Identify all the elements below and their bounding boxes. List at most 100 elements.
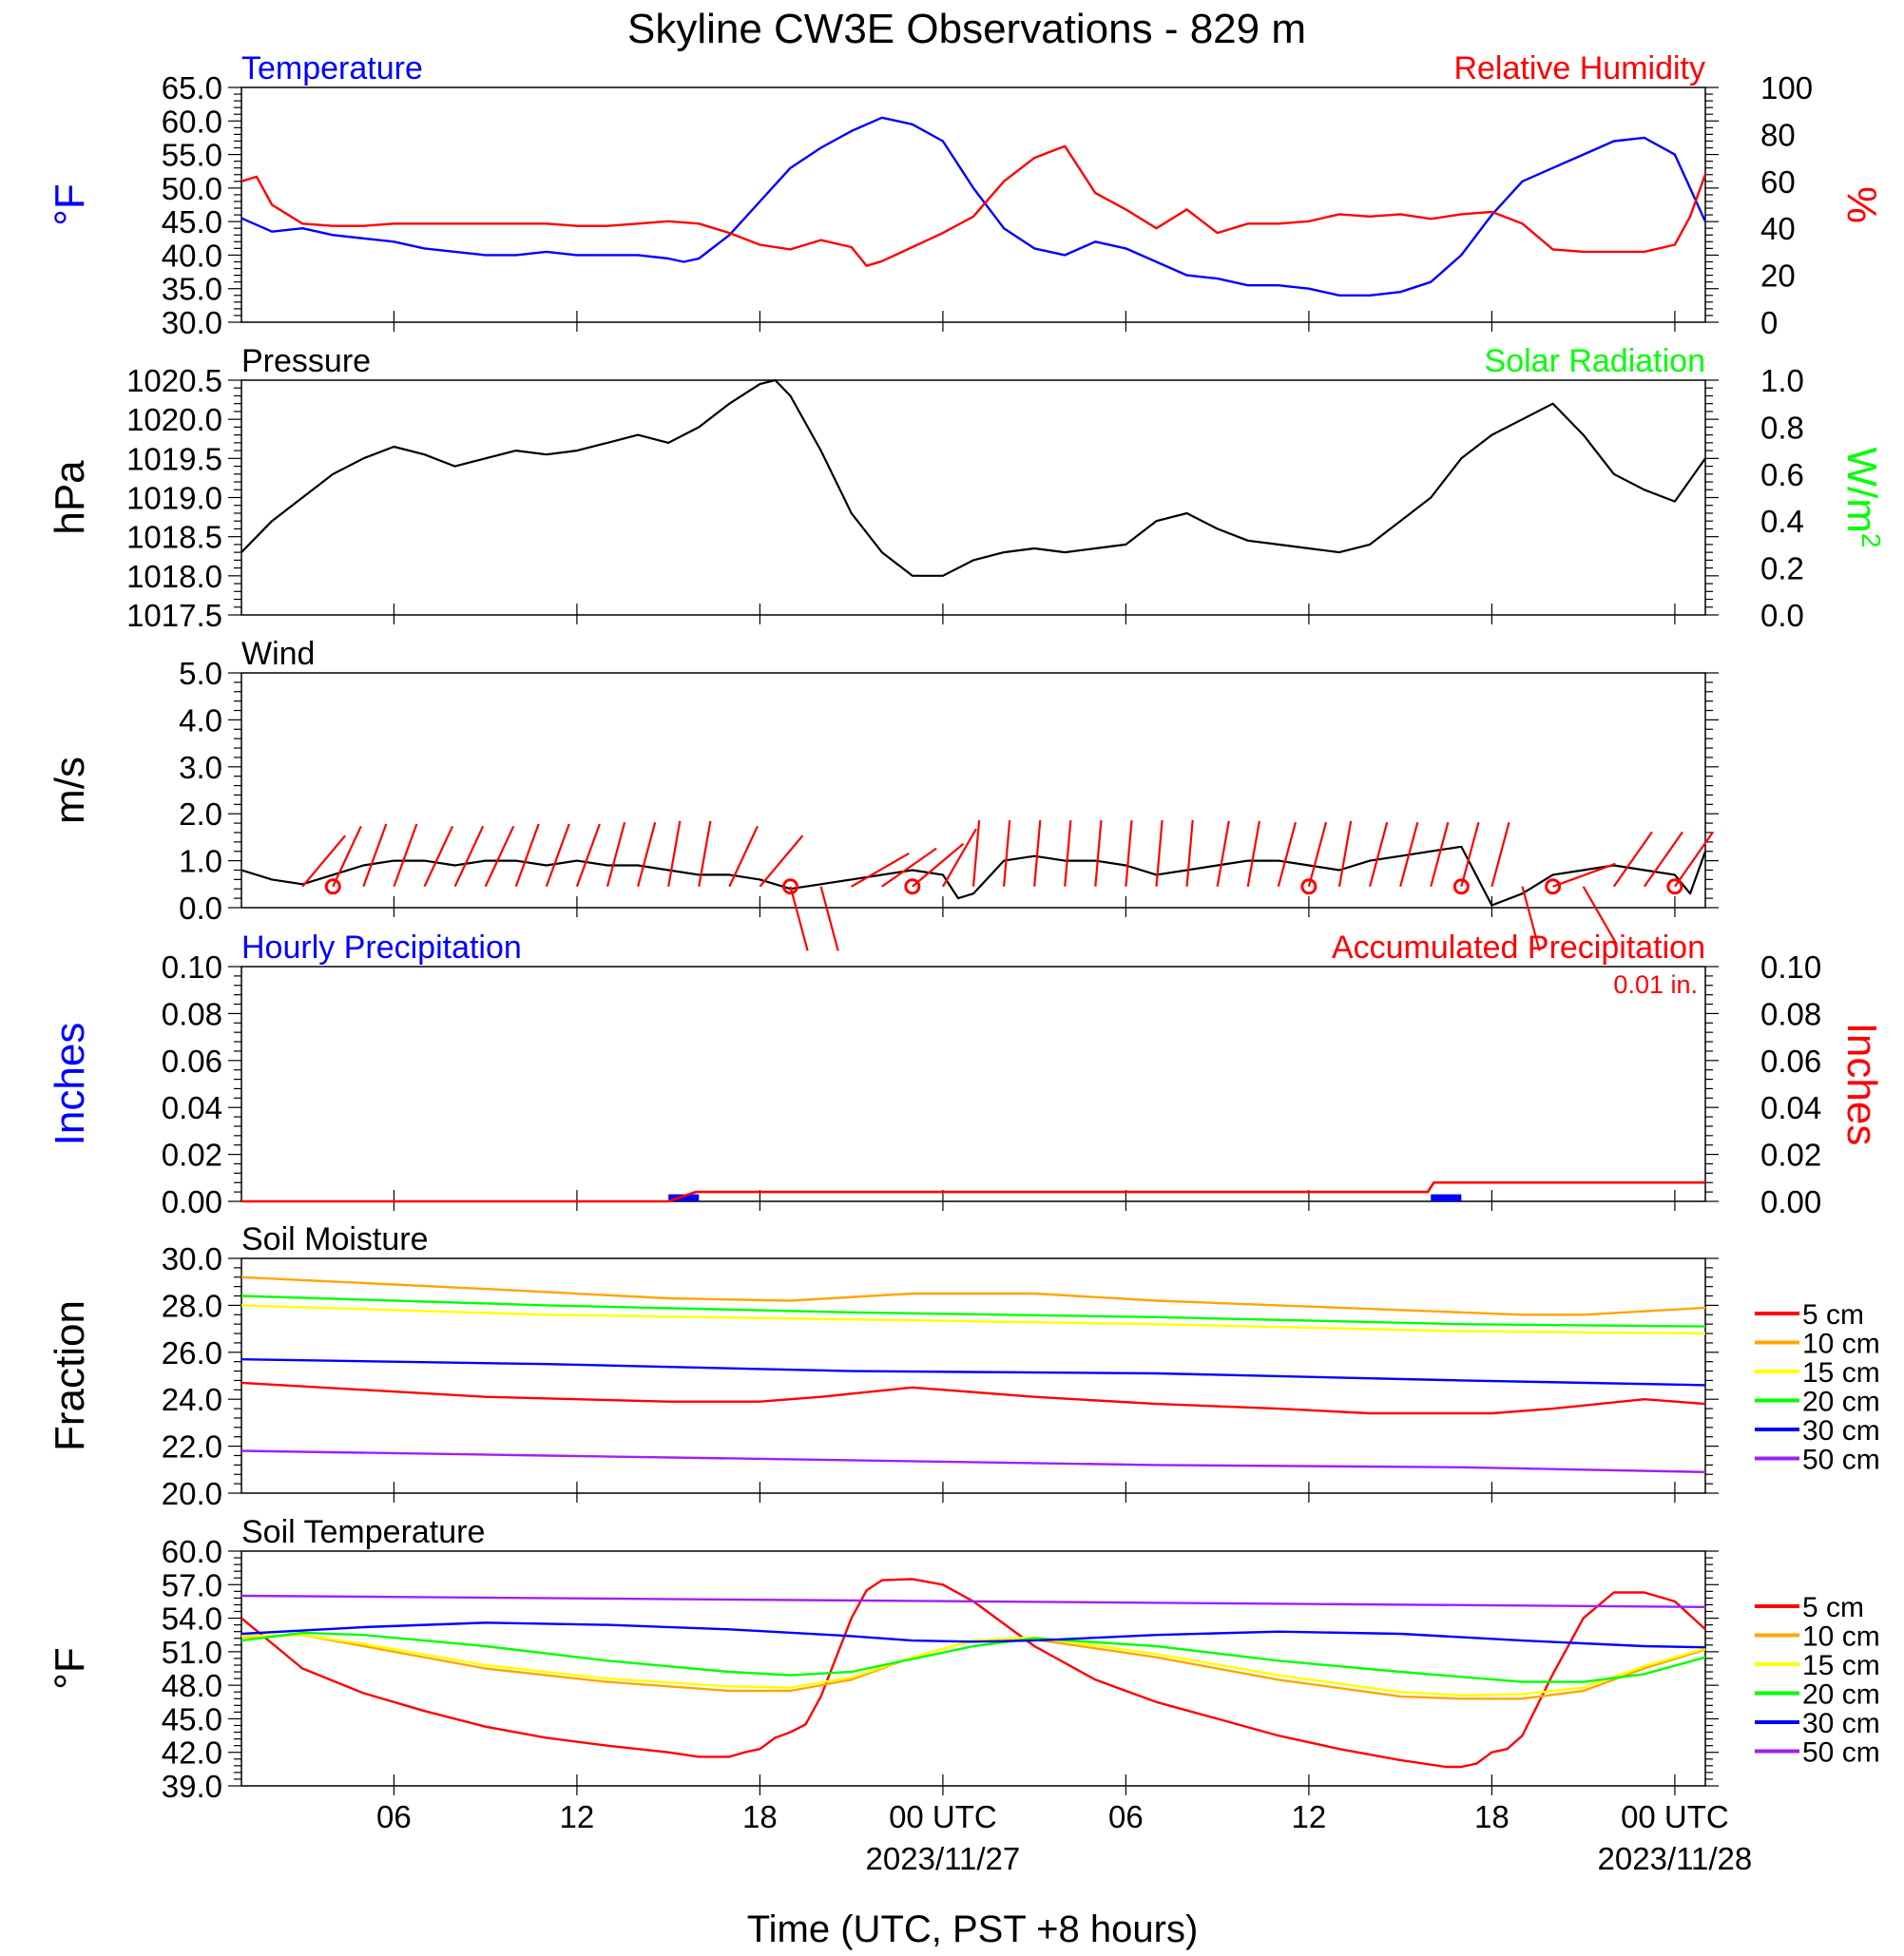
y-tick-label-left: 55.0 [162,138,222,173]
panel-title-right: Relative Humidity [1453,50,1705,86]
series-pressure-0-line [240,378,1706,577]
y-tick-label-right: 0.8 [1760,410,1804,445]
y-tick-label-right: 0.6 [1760,457,1804,492]
legend-label: 20 cm [1802,1679,1880,1711]
y-tick-label-right: 0.02 [1760,1138,1821,1173]
y-tick-label-right: 1.0 [1760,363,1804,398]
y-tick-label-left: 24.0 [162,1382,222,1417]
wind-barb [1185,819,1194,887]
x-date-label: 2023/11/28 [1598,1841,1753,1876]
wind-barb [1033,819,1042,887]
wind-barb [301,834,347,888]
y-tick-label-right: 0.06 [1760,1044,1821,1079]
series-5-cm-line [240,1578,1706,1769]
legend-label: 50 cm [1802,1445,1880,1476]
wind-barb [667,820,682,887]
y-tick-label-left: 1018.0 [126,559,222,594]
wind-barb [851,852,910,888]
y-tick-label-left: 48.0 [162,1668,222,1703]
wind-barb [759,834,804,888]
legend-label: 15 cm [1802,1357,1880,1389]
y-tick-label-right: 40 [1760,211,1796,246]
y-tick-label-left: 45.0 [162,204,222,240]
x-tick-label: 00 UTC [889,1799,997,1834]
legend-label: 10 cm [1802,1621,1880,1653]
wind-barb [453,825,485,888]
y-tick-label-left: 0.08 [162,996,222,1031]
y-tick-label-left: 1020.5 [126,363,222,398]
y-tick-label-right: 0.04 [1760,1090,1821,1125]
wind-barb [789,886,809,951]
wind-barb [332,825,362,888]
time-axis: 06 12 18 00 UTC 2023/11/27 06 12 18 00 UTC 2023/1… [376,1799,1752,1876]
series-50-cm-line [240,1449,1706,1473]
calm-wind-circle [782,878,798,895]
wind-barb [1337,820,1353,887]
calm-wind-circle [1300,878,1317,895]
y-tick-label-right: 0.0 [1760,598,1804,633]
wind-barb [575,823,601,888]
plot-frame [240,1257,1706,1494]
legend-label: 5 cm [1802,1592,1864,1623]
y-axis-label-right: % [1838,186,1885,223]
wind-barb [1643,831,1683,888]
series-50-cm-line [240,1594,1706,1609]
y-axis-label-left: Fraction [47,1300,93,1451]
panel-title-left: Soil Temperature [241,1514,485,1550]
y-tick-label-left: 26.0 [162,1335,222,1371]
legend-label: 15 cm [1802,1650,1880,1681]
y-tick-label-left: 50.0 [162,171,222,206]
y-axis-label-left: °F [47,183,93,225]
wind-barb [545,823,570,888]
wind-barb [1307,821,1328,888]
y-tick-label-left: 30.0 [162,1241,222,1276]
series-5-cm-line [240,1381,1706,1415]
y-tick-label-right: 80 [1760,117,1796,152]
x-tick-label: 18 [1474,1799,1510,1834]
legend-label: 5 cm [1802,1299,1864,1331]
y-tick-label-left: 0.06 [162,1044,222,1079]
wind-barb [1002,819,1011,887]
accumulated-precip-line [241,1180,1705,1203]
wind-barb [1521,886,1541,951]
hourly-precip-bar [1431,1194,1462,1201]
x-tick-label: 06 [1108,1799,1144,1834]
wind-barb [1399,821,1419,888]
y-tick-label-right: 0 [1760,305,1778,340]
wind-barb [881,847,937,888]
x-axis-label: Time (UTC, PST +8 hours) [747,1908,1199,1950]
wind-barb [393,823,418,888]
plot-frame [240,672,1706,909]
y-tick-label-right: 0.08 [1760,996,1821,1031]
y-tick-label-right: 0.4 [1760,504,1804,539]
series-20-cm-line [240,1631,1706,1683]
wind-barb [1246,820,1260,887]
y-axis-label-left: Inches [47,1023,93,1146]
wind-barb [1064,819,1072,887]
panel-title-right: Solar Radiation [1485,343,1705,379]
y-tick-label-left: 0.0 [179,891,222,926]
x-date-label: 2023/11/27 [866,1841,1021,1876]
plot-frame [240,1550,1706,1787]
panel-soil_temp: 39.042.045.048.051.054.057.060.0 Soil Tem… [47,1514,1880,1804]
legend-label: 20 cm [1802,1387,1880,1418]
y-tick-label-left: 0.04 [162,1090,222,1125]
y-tick-label-left: 22.0 [162,1429,222,1465]
panel-wind: 0.0 1.0 2.0 3.0 4.0 5.0 Wind m/s [47,636,1719,951]
wind-barb [728,825,759,888]
series-30-cm-line [240,1621,1706,1649]
y-tick-label-left: 0.02 [162,1138,222,1173]
plot-frame [240,86,1706,323]
wind-barb [362,823,388,888]
y-tick-label-left: 1019.0 [126,481,222,516]
panel-title-left: Hourly Precipitation [241,930,522,966]
wind-barb [1612,831,1653,888]
x-tick-label: 12 [1292,1799,1327,1834]
legend-label: 50 cm [1802,1737,1880,1769]
y-axis-label-right-sup: 2 [1857,533,1887,548]
series-15-cm-line [240,1304,1706,1335]
wind-barb [1460,821,1480,888]
precip-total-annotation: 0.01 in. [1613,970,1698,999]
panel-title-left: Soil Moisture [241,1221,429,1257]
